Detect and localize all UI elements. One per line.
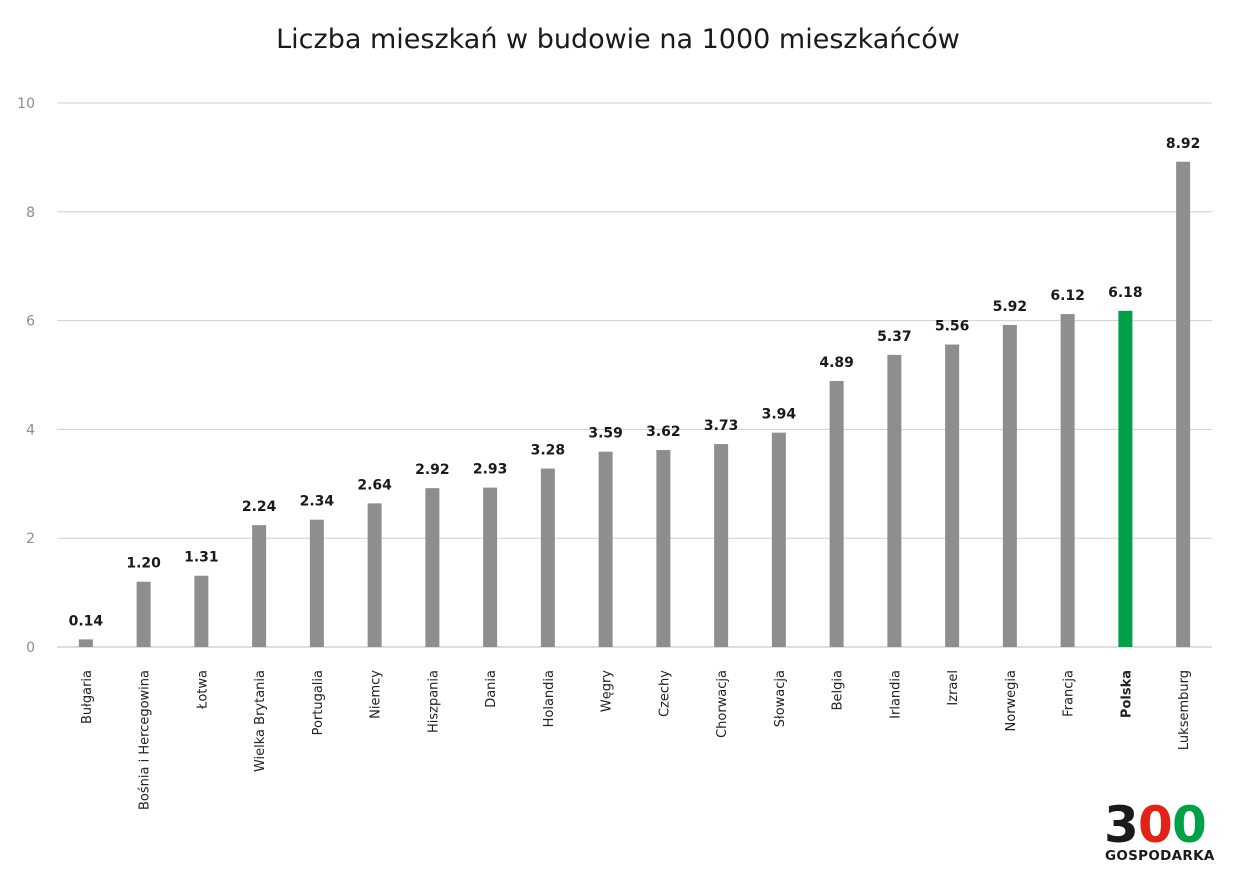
value-label: 4.89 <box>819 355 854 371</box>
x-tick-label: Bułgaria <box>80 670 95 724</box>
bar-16 <box>1002 324 1017 647</box>
x-tick-label: Wielka Brytania <box>253 670 268 772</box>
x-tick-label: Irlandia <box>888 670 903 719</box>
bar-17 <box>1060 314 1075 647</box>
value-label: 6.12 <box>1050 288 1085 304</box>
x-tick-label: Norwegia <box>1004 670 1019 731</box>
bar-8 <box>540 468 555 647</box>
value-label: 6.18 <box>1108 285 1143 301</box>
x-tick-label: Łotwa <box>195 670 210 710</box>
value-label: 2.93 <box>473 462 508 478</box>
x-tick-label: Izrael <box>946 670 961 706</box>
y-tick-label: 10 <box>17 96 35 112</box>
x-tick-label: Belgia <box>831 670 846 710</box>
bar-12 <box>771 432 786 647</box>
x-tick-label: Polska <box>1119 670 1134 718</box>
logo-subtitle: GOSPODARKA <box>1105 848 1215 864</box>
value-label: 2.24 <box>242 499 277 515</box>
x-tick-label: Dania <box>484 670 499 708</box>
value-label: 2.34 <box>300 494 335 510</box>
bar-7 <box>483 487 498 647</box>
value-label: 5.56 <box>935 319 970 335</box>
value-label: 5.37 <box>877 329 912 345</box>
value-labels: 0.14 1.20 1.31 2.24 2.34 2.64 2.92 2.93 3.28 3.59… <box>69 136 1201 630</box>
y-tick-label: 2 <box>26 531 35 547</box>
x-axis-labels: Bułgaria Bośnia i Hercegowina Łotwa Wielka … <box>80 670 1192 810</box>
logo-digit-3: 3 <box>1104 796 1139 854</box>
value-label: 3.28 <box>531 443 566 459</box>
y-tick-label: 0 <box>26 640 35 656</box>
value-label: 3.94 <box>762 407 797 423</box>
gridlines <box>57 102 1212 648</box>
value-label: 1.20 <box>126 556 161 572</box>
value-label: 3.73 <box>704 418 739 434</box>
value-label: 8.92 <box>1166 136 1201 152</box>
chart-title: Liczba mieszkań w budowie na 1000 mieszk… <box>276 24 960 55</box>
y-tick-label: 8 <box>26 205 35 221</box>
bar-15 <box>945 344 960 647</box>
bar-13 <box>829 380 844 647</box>
bar-2 <box>194 575 209 647</box>
x-tick-label: Słowacja <box>773 670 788 727</box>
bar-3 <box>252 525 267 647</box>
bar-6 <box>425 488 440 647</box>
bar-11 <box>714 444 729 647</box>
value-label: 3.62 <box>646 424 681 440</box>
bars <box>78 161 1191 647</box>
value-label: 5.92 <box>993 299 1028 315</box>
y-axis-ticks: 0 2 4 6 8 10 <box>17 96 35 656</box>
y-tick-label: 4 <box>26 422 35 438</box>
logo-digit-0-red: 0 <box>1138 796 1173 854</box>
x-tick-label: Czechy <box>657 670 672 717</box>
value-label: 3.59 <box>588 426 623 442</box>
x-tick-label: Chorwacja <box>715 670 730 738</box>
bar-9 <box>598 451 613 647</box>
bar-1 <box>136 581 151 647</box>
x-tick-label: Holandia <box>542 670 557 727</box>
logo-digit-0-green: 0 <box>1172 796 1207 854</box>
x-tick-label: Niemcy <box>369 670 384 719</box>
x-tick-label: Francja <box>1062 670 1077 717</box>
x-tick-label: Portugalia <box>311 670 326 735</box>
x-tick-label: Hiszpania <box>426 670 441 733</box>
value-label: 2.92 <box>415 462 450 478</box>
x-tick-label: Węgry <box>600 670 615 712</box>
bar-14 <box>887 354 902 647</box>
bar-0 <box>78 639 93 647</box>
value-label: 1.31 <box>184 550 219 566</box>
bar-10 <box>656 450 671 647</box>
x-tick-label: Luksemburg <box>1177 670 1192 750</box>
bar-4 <box>309 519 324 647</box>
bar-18 <box>1118 310 1133 647</box>
bar-5 <box>367 503 382 647</box>
gospodarka-logo: 3 0 0 GOSPODARKA <box>1104 796 1215 864</box>
y-tick-label: 6 <box>26 314 35 330</box>
x-tick-label: Bośnia i Hercegowina <box>138 670 153 810</box>
bar-19 <box>1176 161 1191 647</box>
value-label: 0.14 <box>69 613 104 629</box>
value-label: 2.64 <box>357 477 392 493</box>
